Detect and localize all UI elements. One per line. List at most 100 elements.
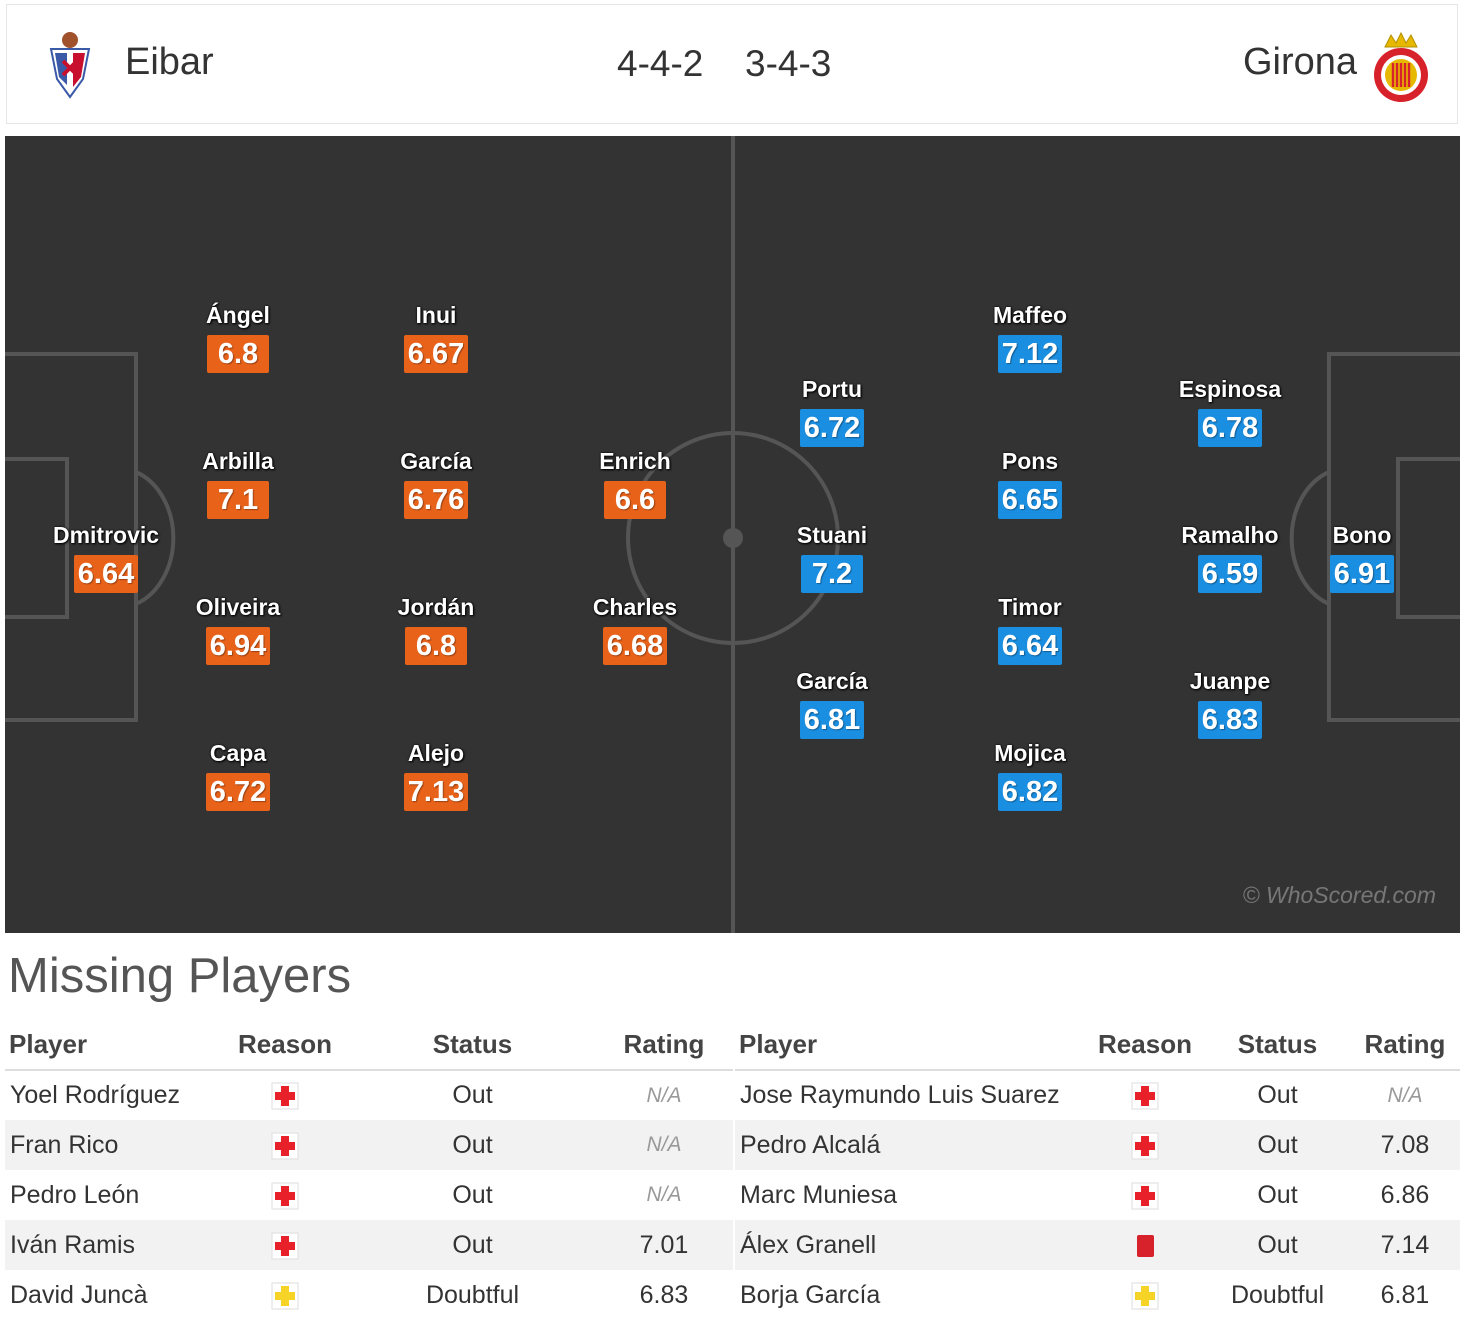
header-status[interactable]: Status <box>1205 1020 1350 1071</box>
home-player[interactable]: Inui 6.67 <box>371 300 501 373</box>
status-cell: Doubtful <box>1230 1280 1325 1309</box>
player-rating-badge: 7.2 <box>801 555 863 593</box>
player-name[interactable]: Arbilla <box>202 448 274 474</box>
player-name[interactable]: Jordán <box>397 594 475 620</box>
player-name[interactable]: Portu <box>801 376 863 402</box>
header-rating[interactable]: Rating <box>1350 1020 1460 1071</box>
home-player[interactable]: Alejo 7.13 <box>371 738 501 811</box>
away-player[interactable]: Espinosa 6.78 <box>1165 374 1295 447</box>
injury-icon[interactable] <box>271 1081 299 1110</box>
player-rating-badge: 6.78 <box>1197 409 1263 447</box>
player-name[interactable]: Juanpe <box>1189 668 1271 694</box>
eibar-crest-icon[interactable] <box>45 31 95 101</box>
injury-icon[interactable] <box>271 1230 299 1260</box>
table-header-row: Player Reason Status Rating <box>735 1020 1460 1071</box>
missing-player-name[interactable]: Fran Rico <box>5 1120 220 1170</box>
home-player[interactable]: Arbilla 7.1 <box>173 446 303 519</box>
injury-icon[interactable] <box>1131 1130 1159 1160</box>
player-name[interactable]: Enrich <box>599 448 671 474</box>
table-row: Fran Rico Out N/A <box>5 1120 733 1170</box>
player-name[interactable]: Inui <box>415 302 457 328</box>
girona-crest-icon[interactable] <box>1371 29 1431 105</box>
away-player[interactable]: Juanpe 6.83 <box>1165 666 1295 739</box>
home-missing-table: Player Reason Status Rating Yoel Rodrígu… <box>5 1020 733 1320</box>
away-team-name[interactable]: Girona <box>1243 41 1358 83</box>
missing-player-name[interactable]: Borja García <box>740 1280 881 1309</box>
rating-cell: N/A <box>595 1120 733 1170</box>
player-name[interactable]: Maffeo <box>992 302 1068 328</box>
player-name[interactable]: Ángel <box>206 302 270 328</box>
away-player[interactable]: Bono 6.91 <box>1297 520 1427 593</box>
missing-player-name[interactable]: Álex Granell <box>735 1220 1085 1270</box>
away-player[interactable]: Stuani 7.2 <box>767 520 897 593</box>
home-player[interactable]: Enrich 6.6 <box>570 446 700 519</box>
reason-cell <box>220 1270 350 1320</box>
injury-icon[interactable] <box>271 1130 299 1160</box>
missing-player-name[interactable]: Marc Muniesa <box>740 1180 897 1209</box>
player-rating-badge: 6.76 <box>403 481 469 519</box>
injury-icon[interactable] <box>271 1180 299 1210</box>
doubtful-injury-icon[interactable] <box>271 1280 299 1310</box>
player-name[interactable]: Oliveira <box>195 594 281 620</box>
player-name[interactable]: Pons <box>1001 448 1059 474</box>
player-name[interactable]: Capa <box>209 740 267 766</box>
player-name[interactable]: Espinosa <box>1178 376 1282 402</box>
header-reason[interactable]: Reason <box>220 1020 350 1071</box>
missing-player-name[interactable]: David Juncà <box>10 1280 148 1309</box>
rating-cell: 7.08 <box>1350 1120 1460 1170</box>
home-player[interactable]: Capa 6.72 <box>173 738 303 811</box>
player-rating-badge: 6.8 <box>405 627 467 665</box>
player-name[interactable]: Stuani <box>796 522 868 548</box>
home-player[interactable]: García 6.76 <box>371 446 501 519</box>
status-cell: Out <box>350 1220 595 1270</box>
away-player[interactable]: Pons 6.65 <box>965 446 1095 519</box>
player-rating-badge: 6.82 <box>997 773 1063 811</box>
doubtful-injury-icon[interactable] <box>1131 1280 1159 1310</box>
table-row: Álex Granell Out 7.14 <box>735 1220 1460 1270</box>
player-name[interactable]: Charles <box>592 594 678 620</box>
away-player[interactable]: Timor 6.64 <box>965 592 1095 665</box>
player-name[interactable]: Ramalho <box>1181 522 1279 548</box>
header-reason[interactable]: Reason <box>1085 1020 1205 1071</box>
missing-player-name[interactable]: Yoel Rodríguez <box>10 1081 181 1109</box>
player-rating-badge: 6.64 <box>73 555 139 593</box>
away-player[interactable]: Ramalho 6.59 <box>1165 520 1295 593</box>
header-player[interactable]: Player <box>735 1020 1085 1071</box>
red-card-icon[interactable] <box>1131 1230 1159 1258</box>
header-status[interactable]: Status <box>350 1020 595 1071</box>
missing-player-name[interactable]: Iván Ramis <box>5 1220 220 1270</box>
rating-cell: 6.86 <box>1380 1180 1430 1209</box>
missing-player-name[interactable]: Pedro León <box>10 1180 140 1209</box>
missing-player-name[interactable]: Pedro Alcalá <box>735 1120 1085 1170</box>
reason-cell <box>220 1220 350 1270</box>
away-missing-table: Player Reason Status Rating Jose Raymund… <box>735 1020 1460 1320</box>
player-name[interactable]: Bono <box>1332 522 1392 548</box>
home-player[interactable]: Jordán 6.8 <box>371 592 501 665</box>
away-player[interactable]: Maffeo 7.12 <box>965 300 1095 373</box>
player-name[interactable]: García <box>796 668 868 694</box>
status-cell: Out <box>1257 1081 1298 1109</box>
away-player[interactable]: Mojica 6.82 <box>965 738 1095 811</box>
reason-cell <box>1085 1120 1205 1170</box>
missing-player-name[interactable]: Jose Raymundo Luis Suarez <box>740 1081 1060 1109</box>
player-name[interactable]: Mojica <box>994 740 1066 766</box>
header-rating[interactable]: Rating <box>595 1020 733 1071</box>
player-name[interactable]: Dmitrovic <box>52 522 160 548</box>
home-player[interactable]: Oliveira 6.94 <box>173 592 303 665</box>
away-formation: 3-4-3 <box>745 43 832 84</box>
home-player[interactable]: Dmitrovic 6.64 <box>41 520 171 593</box>
home-team-name[interactable]: Eibar <box>125 41 214 83</box>
injury-icon[interactable] <box>1131 1180 1159 1210</box>
injury-icon[interactable] <box>1131 1081 1159 1110</box>
player-name[interactable]: Alejo <box>407 740 465 766</box>
home-player[interactable]: Charles 6.68 <box>570 592 700 665</box>
header-player[interactable]: Player <box>5 1020 220 1071</box>
away-player[interactable]: García 6.81 <box>767 666 897 739</box>
table-row: Borja García Doubtful 6.81 <box>735 1270 1460 1320</box>
player-name[interactable]: Timor <box>998 594 1062 620</box>
rating-cell: N/A <box>1387 1083 1423 1107</box>
home-player[interactable]: Ángel 6.8 <box>173 300 303 373</box>
away-player[interactable]: Portu 6.72 <box>767 374 897 447</box>
rating-cell: 7.14 <box>1350 1220 1460 1270</box>
player-name[interactable]: García <box>400 448 472 474</box>
